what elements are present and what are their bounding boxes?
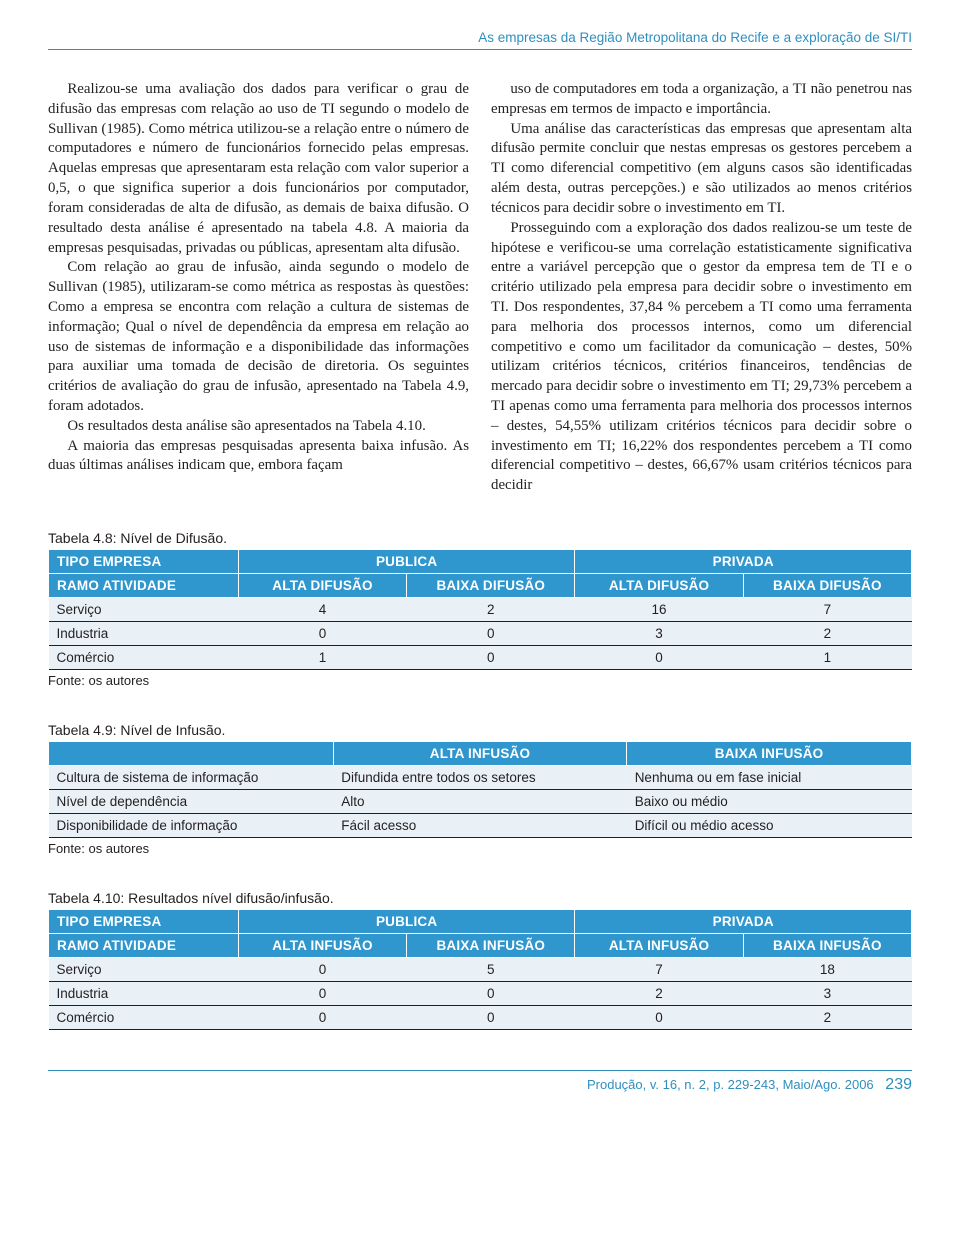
table-caption: Tabela 4.8: Nível de Difusão. — [48, 530, 912, 546]
th: BAIXA INFUSÃO — [743, 934, 911, 958]
body-columns: Realizou-se uma avaliação dos dados para… — [48, 80, 912, 496]
table-row: Industria0032 — [49, 622, 912, 646]
table-caption: Tabela 4.9: Nível de Infusão. — [48, 722, 912, 738]
th: PRIVADA — [575, 550, 912, 574]
td: 16 — [575, 598, 743, 622]
th: PRIVADA — [575, 910, 912, 934]
td: Comércio — [49, 646, 239, 670]
td: Fácil acesso — [333, 814, 626, 838]
td: 7 — [743, 598, 911, 622]
td: 0 — [407, 622, 575, 646]
table-4-8: TIPO EMPRESA PUBLICA PRIVADA RAMO ATIVID… — [48, 549, 912, 670]
td: Alto — [333, 790, 626, 814]
th: TIPO EMPRESA — [49, 550, 239, 574]
th — [49, 742, 334, 766]
td: 0 — [238, 1006, 406, 1030]
td: 3 — [743, 982, 911, 1006]
td: Nível de dependência — [49, 790, 334, 814]
th: ALTA INFUSÃO — [333, 742, 626, 766]
td: Industria — [49, 982, 239, 1006]
table-4-10: TIPO EMPRESA PUBLICA PRIVADA RAMO ATIVID… — [48, 909, 912, 1030]
td: Serviço — [49, 598, 239, 622]
td: 0 — [238, 982, 406, 1006]
para: uso de computadores em toda a organizaçã… — [491, 80, 912, 120]
td: 7 — [575, 958, 743, 982]
table-row: Comércio0002 — [49, 1006, 912, 1030]
page-number: 239 — [885, 1076, 912, 1093]
table-header-row: RAMO ATIVIDADE ALTA DIFUSÃO BAIXA DIFUSÃ… — [49, 574, 912, 598]
td: 0 — [238, 622, 406, 646]
th: BAIXA DIFUSÃO — [407, 574, 575, 598]
para: Prosseguindo com a exploração dos dados … — [491, 219, 912, 496]
th: RAMO ATIVIDADE — [49, 574, 239, 598]
td: 0 — [238, 958, 406, 982]
td: 2 — [575, 982, 743, 1006]
th: ALTA INFUSÃO — [238, 934, 406, 958]
th: PUBLICA — [238, 910, 575, 934]
table-header-row: TIPO EMPRESA PUBLICA PRIVADA — [49, 550, 912, 574]
th: ALTA DIFUSÃO — [575, 574, 743, 598]
table-4-9: ALTA INFUSÃO BAIXA INFUSÃO Cultura de si… — [48, 741, 912, 838]
td: Baixo ou médio — [627, 790, 912, 814]
para: Realizou-se uma avaliação dos dados para… — [48, 80, 469, 258]
td: 0 — [407, 646, 575, 670]
td: 18 — [743, 958, 911, 982]
td: 0 — [575, 1006, 743, 1030]
td: 0 — [407, 982, 575, 1006]
td: Difícil ou médio acesso — [627, 814, 912, 838]
td: Nenhuma ou em fase inicial — [627, 766, 912, 790]
td: 2 — [407, 598, 575, 622]
table-row: Nível de dependênciaAltoBaixo ou médio — [49, 790, 912, 814]
table-header-row: TIPO EMPRESA PUBLICA PRIVADA — [49, 910, 912, 934]
para: Com relação ao grau de infusão, ainda se… — [48, 258, 469, 417]
td: Serviço — [49, 958, 239, 982]
td: 0 — [575, 646, 743, 670]
table-row: Serviço42167 — [49, 598, 912, 622]
table-source: Fonte: os autores — [48, 673, 912, 688]
para: A maioria das empresas pesquisadas apres… — [48, 437, 469, 477]
para: Uma análise das características das empr… — [491, 120, 912, 219]
table-header-row: RAMO ATIVIDADE ALTA INFUSÃO BAIXA INFUSÃ… — [49, 934, 912, 958]
th: BAIXA INFUSÃO — [627, 742, 912, 766]
page-footer: Produção, v. 16, n. 2, p. 229-243, Maio/… — [48, 1070, 912, 1094]
footer-citation: Produção, v. 16, n. 2, p. 229-243, Maio/… — [587, 1077, 874, 1092]
th: BAIXA DIFUSÃO — [743, 574, 911, 598]
td: 2 — [743, 622, 911, 646]
th: TIPO EMPRESA — [49, 910, 239, 934]
table-4-8-block: Tabela 4.8: Nível de Difusão. TIPO EMPRE… — [48, 530, 912, 688]
th: ALTA DIFUSÃO — [238, 574, 406, 598]
td: Industria — [49, 622, 239, 646]
td: Difundida entre todos os setores — [333, 766, 626, 790]
td: 2 — [743, 1006, 911, 1030]
table-row: Cultura de sistema de informaçãoDifundid… — [49, 766, 912, 790]
th: PUBLICA — [238, 550, 575, 574]
td: Disponibilidade de informação — [49, 814, 334, 838]
table-4-9-block: Tabela 4.9: Nível de Infusão. ALTA INFUS… — [48, 722, 912, 856]
running-header: As empresas da Região Metropolitana do R… — [48, 30, 912, 50]
td: Comércio — [49, 1006, 239, 1030]
table-row: Serviço05718 — [49, 958, 912, 982]
para: Os resultados desta análise são apresent… — [48, 417, 469, 437]
table-header-row: ALTA INFUSÃO BAIXA INFUSÃO — [49, 742, 912, 766]
td: 1 — [743, 646, 911, 670]
td: 1 — [238, 646, 406, 670]
th: RAMO ATIVIDADE — [49, 934, 239, 958]
table-caption: Tabela 4.10: Resultados nível difusão/in… — [48, 890, 912, 906]
table-4-10-block: Tabela 4.10: Resultados nível difusão/in… — [48, 890, 912, 1030]
td: 4 — [238, 598, 406, 622]
td: 3 — [575, 622, 743, 646]
table-row: Industria0023 — [49, 982, 912, 1006]
table-source: Fonte: os autores — [48, 841, 912, 856]
td: Cultura de sistema de informação — [49, 766, 334, 790]
th: ALTA INFUSÃO — [575, 934, 743, 958]
th: BAIXA INFUSÃO — [407, 934, 575, 958]
td: 5 — [407, 958, 575, 982]
td: 0 — [407, 1006, 575, 1030]
table-row: Comércio1001 — [49, 646, 912, 670]
table-row: Disponibilidade de informaçãoFácil acess… — [49, 814, 912, 838]
